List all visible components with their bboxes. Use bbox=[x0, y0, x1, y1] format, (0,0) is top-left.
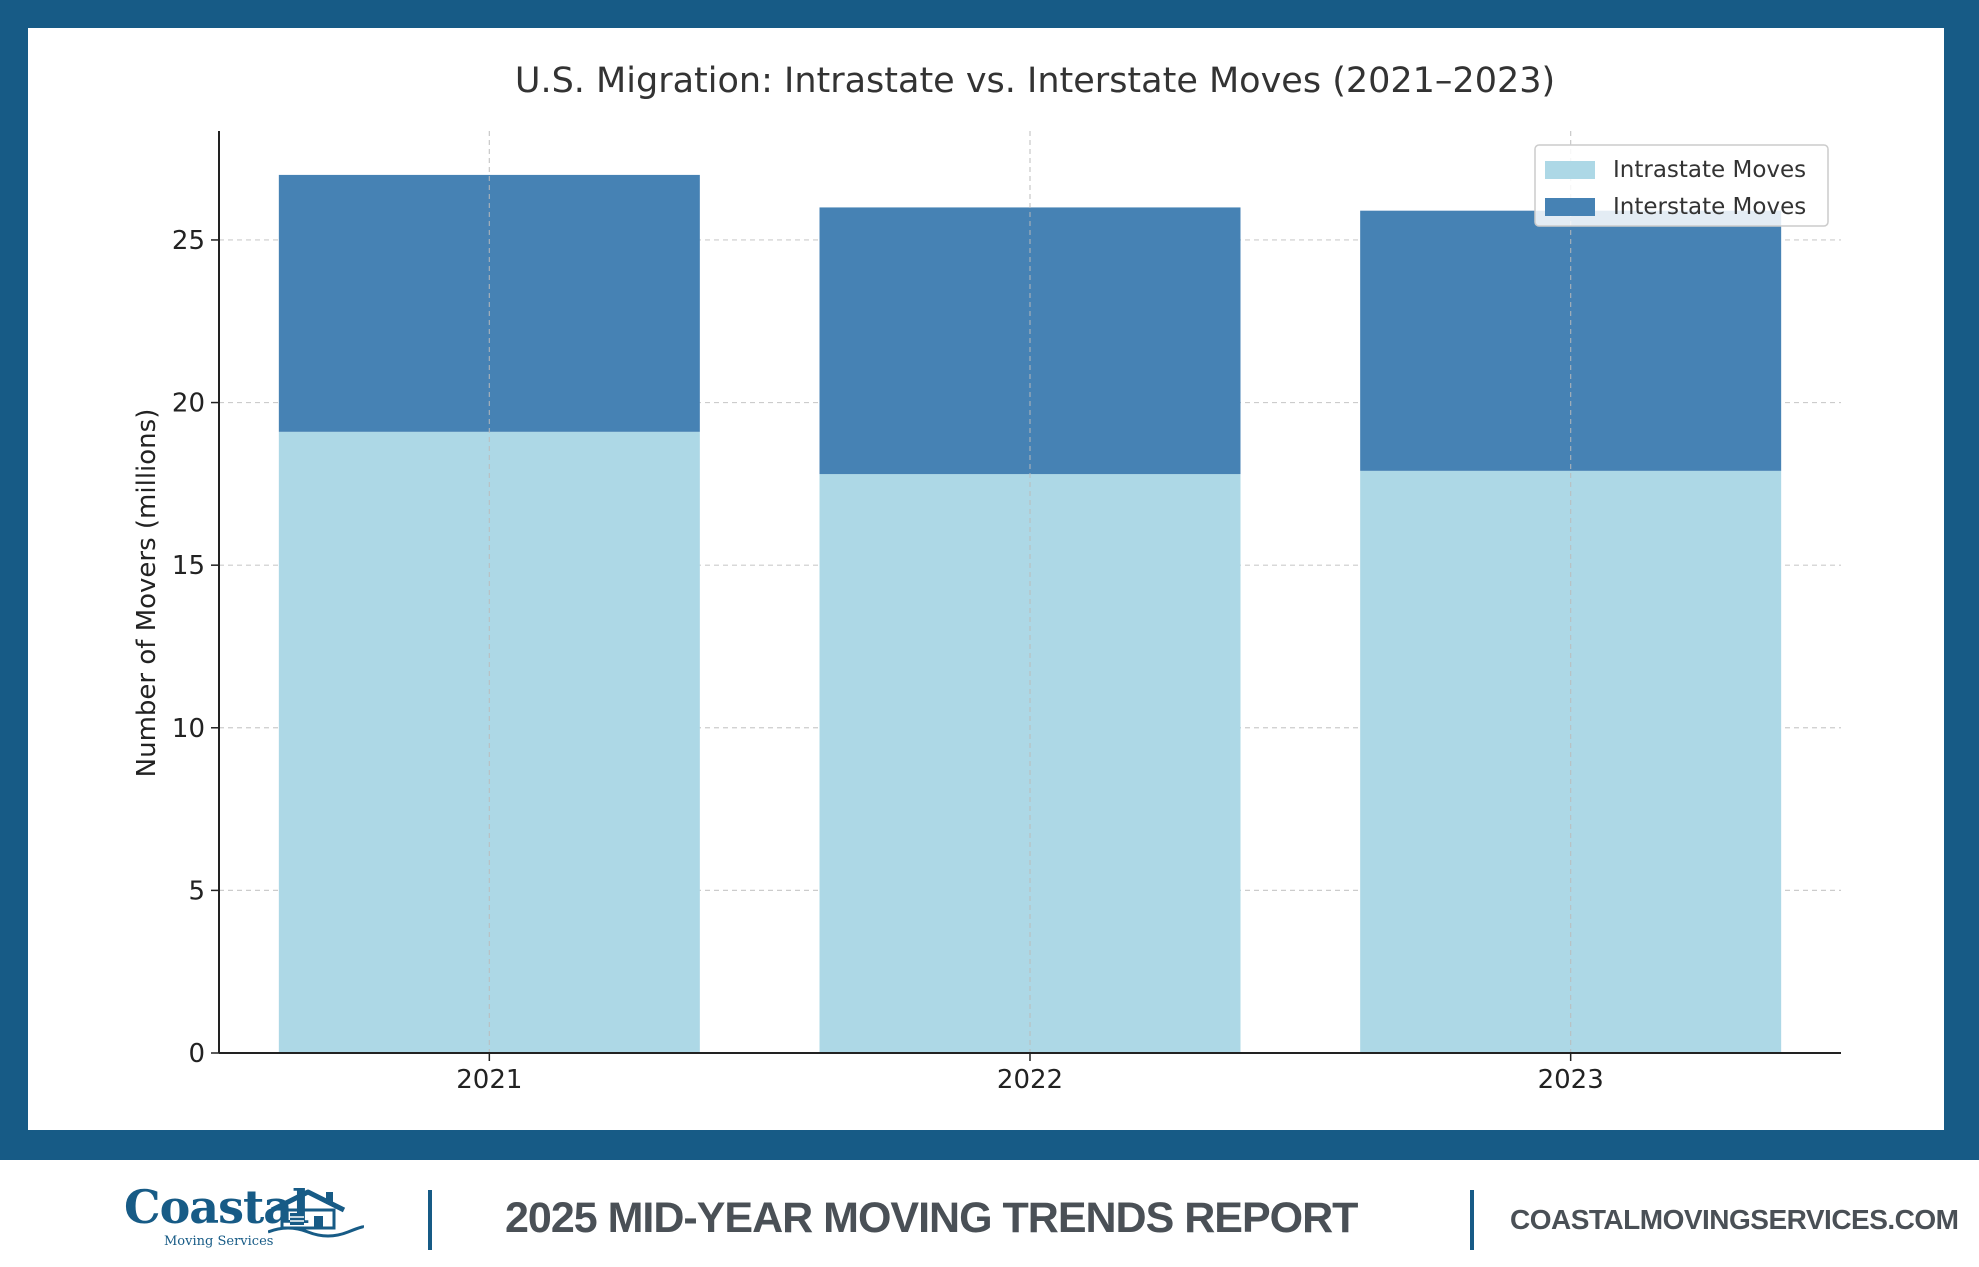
vertical-grid-layer bbox=[488, 131, 1572, 1053]
y-tick-label: 5 bbox=[188, 876, 205, 906]
legend-box bbox=[1534, 144, 1829, 227]
x-tick-label: 2021 bbox=[456, 1065, 522, 1095]
y-tick-label: 20 bbox=[172, 389, 205, 419]
report-title: 2025 MID-YEAR MOVING TRENDS REPORT bbox=[505, 1194, 1358, 1242]
house-wave-icon bbox=[268, 1189, 364, 1238]
chart-card: 0 5 10 15 20 25 2021 2022 2023 U.S. Migration: I… bbox=[28, 28, 1944, 1130]
logo-tagline: Moving Services bbox=[164, 1234, 274, 1249]
legend: Intrastate Moves Interstate Moves bbox=[1534, 144, 1829, 227]
x-tick-label: 2023 bbox=[1538, 1065, 1604, 1095]
chart-frame: 0 5 10 15 20 25 2021 2022 2023 U.S. Migration: I… bbox=[0, 0, 1979, 1160]
y-tick-label: 0 bbox=[188, 1039, 205, 1069]
legend-label: Intrastate Moves bbox=[1613, 157, 1806, 183]
legend-label: Interstate Moves bbox=[1613, 194, 1806, 220]
footer-separator bbox=[428, 1190, 432, 1250]
chart-title: U.S. Migration: Intrastate vs. Interstat… bbox=[515, 61, 1555, 101]
y-tick-label: 15 bbox=[172, 551, 205, 581]
footer-separator bbox=[1470, 1190, 1474, 1250]
x-tick-label: 2022 bbox=[997, 1065, 1063, 1095]
legend-swatch-interstate-moves bbox=[1545, 198, 1595, 216]
axes-layer: 0 5 10 15 20 25 2021 2022 2023 bbox=[172, 131, 1841, 1095]
y-tick-label: 10 bbox=[172, 714, 205, 744]
legend-swatch-intrastate-moves bbox=[1545, 161, 1595, 179]
bar-intrastate-moves-2021 bbox=[278, 431, 700, 1053]
y-tick-label: 25 bbox=[172, 226, 205, 256]
stacked-bar-chart: 0 5 10 15 20 25 2021 2022 2023 U.S. Migration: I… bbox=[132, 61, 1841, 1095]
y-axis-label: Number of Movers (millions) bbox=[132, 409, 162, 778]
footer-bar: Coastal Moving Services 2025 MID-YEAR MO… bbox=[0, 1160, 1979, 1267]
website-link[interactable]: COASTALMOVINGSERVICES.COM bbox=[1510, 1204, 1959, 1235]
